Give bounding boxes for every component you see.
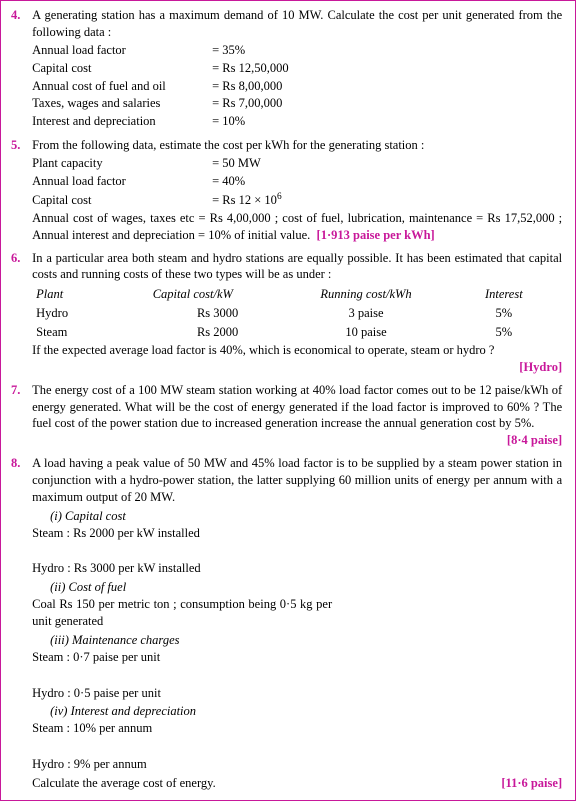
q5-r2-v-text: = Rs 12 × 10 bbox=[212, 193, 277, 207]
q4-r0-l: Annual load factor bbox=[32, 42, 212, 59]
q8-s2-v1: Steam : 0·7 paise per unit bbox=[32, 649, 332, 666]
q6-h3: Interest bbox=[446, 285, 563, 304]
q5-tail: Annual cost of wages, taxes etc = Rs 4,0… bbox=[32, 210, 562, 244]
question-8: 8. A load having a peak value of 50 MW a… bbox=[11, 455, 565, 792]
q4-body: A generating station has a maximum deman… bbox=[32, 7, 562, 131]
q5-body: From the following data, estimate the co… bbox=[32, 137, 562, 243]
q6-tail: If the expected average load factor is 4… bbox=[32, 342, 562, 359]
q4-r4-l: Interest and depreciation bbox=[32, 113, 212, 130]
q5-r1-l: Annual load factor bbox=[32, 173, 212, 190]
q4-r3-l: Taxes, wages and salaries bbox=[32, 95, 212, 112]
q6-h1: Capital cost/kW bbox=[149, 285, 287, 304]
q8-s3-l: (iv) Interest and depreciation bbox=[32, 703, 260, 720]
q4-r0-v: = 35% bbox=[212, 42, 245, 59]
q5-r1-v: = 40% bbox=[212, 173, 245, 190]
q4-r2-v: = Rs 8,00,000 bbox=[212, 78, 282, 95]
q4-number: 4. bbox=[11, 7, 29, 24]
q8-s1-v1: Coal Rs 150 per metric ton ; consumption… bbox=[32, 596, 332, 630]
q8-s1-l: (ii) Cost of fuel bbox=[32, 579, 260, 596]
q4-r2-l: Annual cost of fuel and oil bbox=[32, 78, 212, 95]
q8-s3-v1: Steam : 10% per annum bbox=[32, 720, 332, 737]
q8-s0-v2: Hydro : Rs 3000 per kW installed bbox=[32, 560, 332, 577]
q6-r1-3: 5% bbox=[446, 304, 563, 323]
q6-r2-3: 5% bbox=[446, 323, 563, 342]
question-6: 6. In a particular area both steam and h… bbox=[11, 250, 565, 376]
question-4: 4. A generating station has a maximum de… bbox=[11, 7, 565, 131]
q5-r0-v: = 50 MW bbox=[212, 155, 261, 172]
q4-text: A generating station has a maximum deman… bbox=[32, 8, 562, 39]
q8-s0-l: (i) Capital cost bbox=[32, 508, 260, 525]
q8-s3-v2: Hydro : 9% per annum bbox=[32, 756, 332, 773]
q5-tail-text: Annual cost of wages, taxes etc = Rs 4,0… bbox=[32, 211, 562, 242]
q8-body: A load having a peak value of 50 MW and … bbox=[32, 455, 562, 792]
q7-answer: [8·4 paise] bbox=[32, 432, 562, 449]
q6-table: Plant Capital cost/kW Running cost/kWh I… bbox=[32, 285, 562, 342]
q6-h0: Plant bbox=[32, 285, 149, 304]
q8-answer: [11·6 paise] bbox=[501, 775, 562, 792]
q6-text: In a particular area both steam and hydr… bbox=[32, 251, 562, 282]
question-7: 7. The energy cost of a 100 MW steam sta… bbox=[11, 382, 565, 450]
q4-r3-v: = Rs 7,00,000 bbox=[212, 95, 282, 112]
q6-answer: [Hydro] bbox=[32, 359, 562, 376]
q5-text: From the following data, estimate the co… bbox=[32, 138, 424, 152]
q6-r2-2: 10 paise bbox=[287, 323, 446, 342]
q4-r4-v: = 10% bbox=[212, 113, 245, 130]
exponent-6: 6 bbox=[277, 192, 282, 202]
q5-number: 5. bbox=[11, 137, 29, 154]
q6-number: 6. bbox=[11, 250, 29, 267]
question-5: 5. From the following data, estimate the… bbox=[11, 137, 565, 243]
q6-r1-2: 3 paise bbox=[287, 304, 446, 323]
q4-r1-v: = Rs 12,50,000 bbox=[212, 60, 289, 77]
q6-r1-0: Hydro bbox=[32, 304, 149, 323]
q6-h2: Running cost/kWh bbox=[287, 285, 446, 304]
q8-s2-v2: Hydro : 0·5 paise per unit bbox=[32, 685, 332, 702]
q5-r2-l: Capital cost bbox=[32, 192, 212, 209]
q8-number: 8. bbox=[11, 455, 29, 472]
q7-body: The energy cost of a 100 MW steam statio… bbox=[32, 382, 562, 450]
q8-tail: Calculate the average cost of energy. bbox=[32, 775, 216, 792]
page-frame: 4. A generating station has a maximum de… bbox=[0, 0, 576, 801]
q8-s0-v1: Steam : Rs 2000 per kW installed bbox=[32, 525, 332, 542]
q7-number: 7. bbox=[11, 382, 29, 399]
q5-r0-l: Plant capacity bbox=[32, 155, 212, 172]
q8-s2-l: (iii) Maintenance charges bbox=[32, 632, 260, 649]
q4-r1-l: Capital cost bbox=[32, 60, 212, 77]
q7-text: The energy cost of a 100 MW steam statio… bbox=[32, 383, 562, 431]
q6-r2-1: Rs 2000 bbox=[149, 323, 287, 342]
q6-r2-0: Steam bbox=[32, 323, 149, 342]
q5-answer: [1·913 paise per kWh] bbox=[317, 228, 435, 242]
q6-body: In a particular area both steam and hydr… bbox=[32, 250, 562, 376]
q8-text: A load having a peak value of 50 MW and … bbox=[32, 456, 562, 504]
q5-r2-v: = Rs 12 × 106 bbox=[212, 191, 282, 209]
q6-r1-1: Rs 3000 bbox=[149, 304, 287, 323]
